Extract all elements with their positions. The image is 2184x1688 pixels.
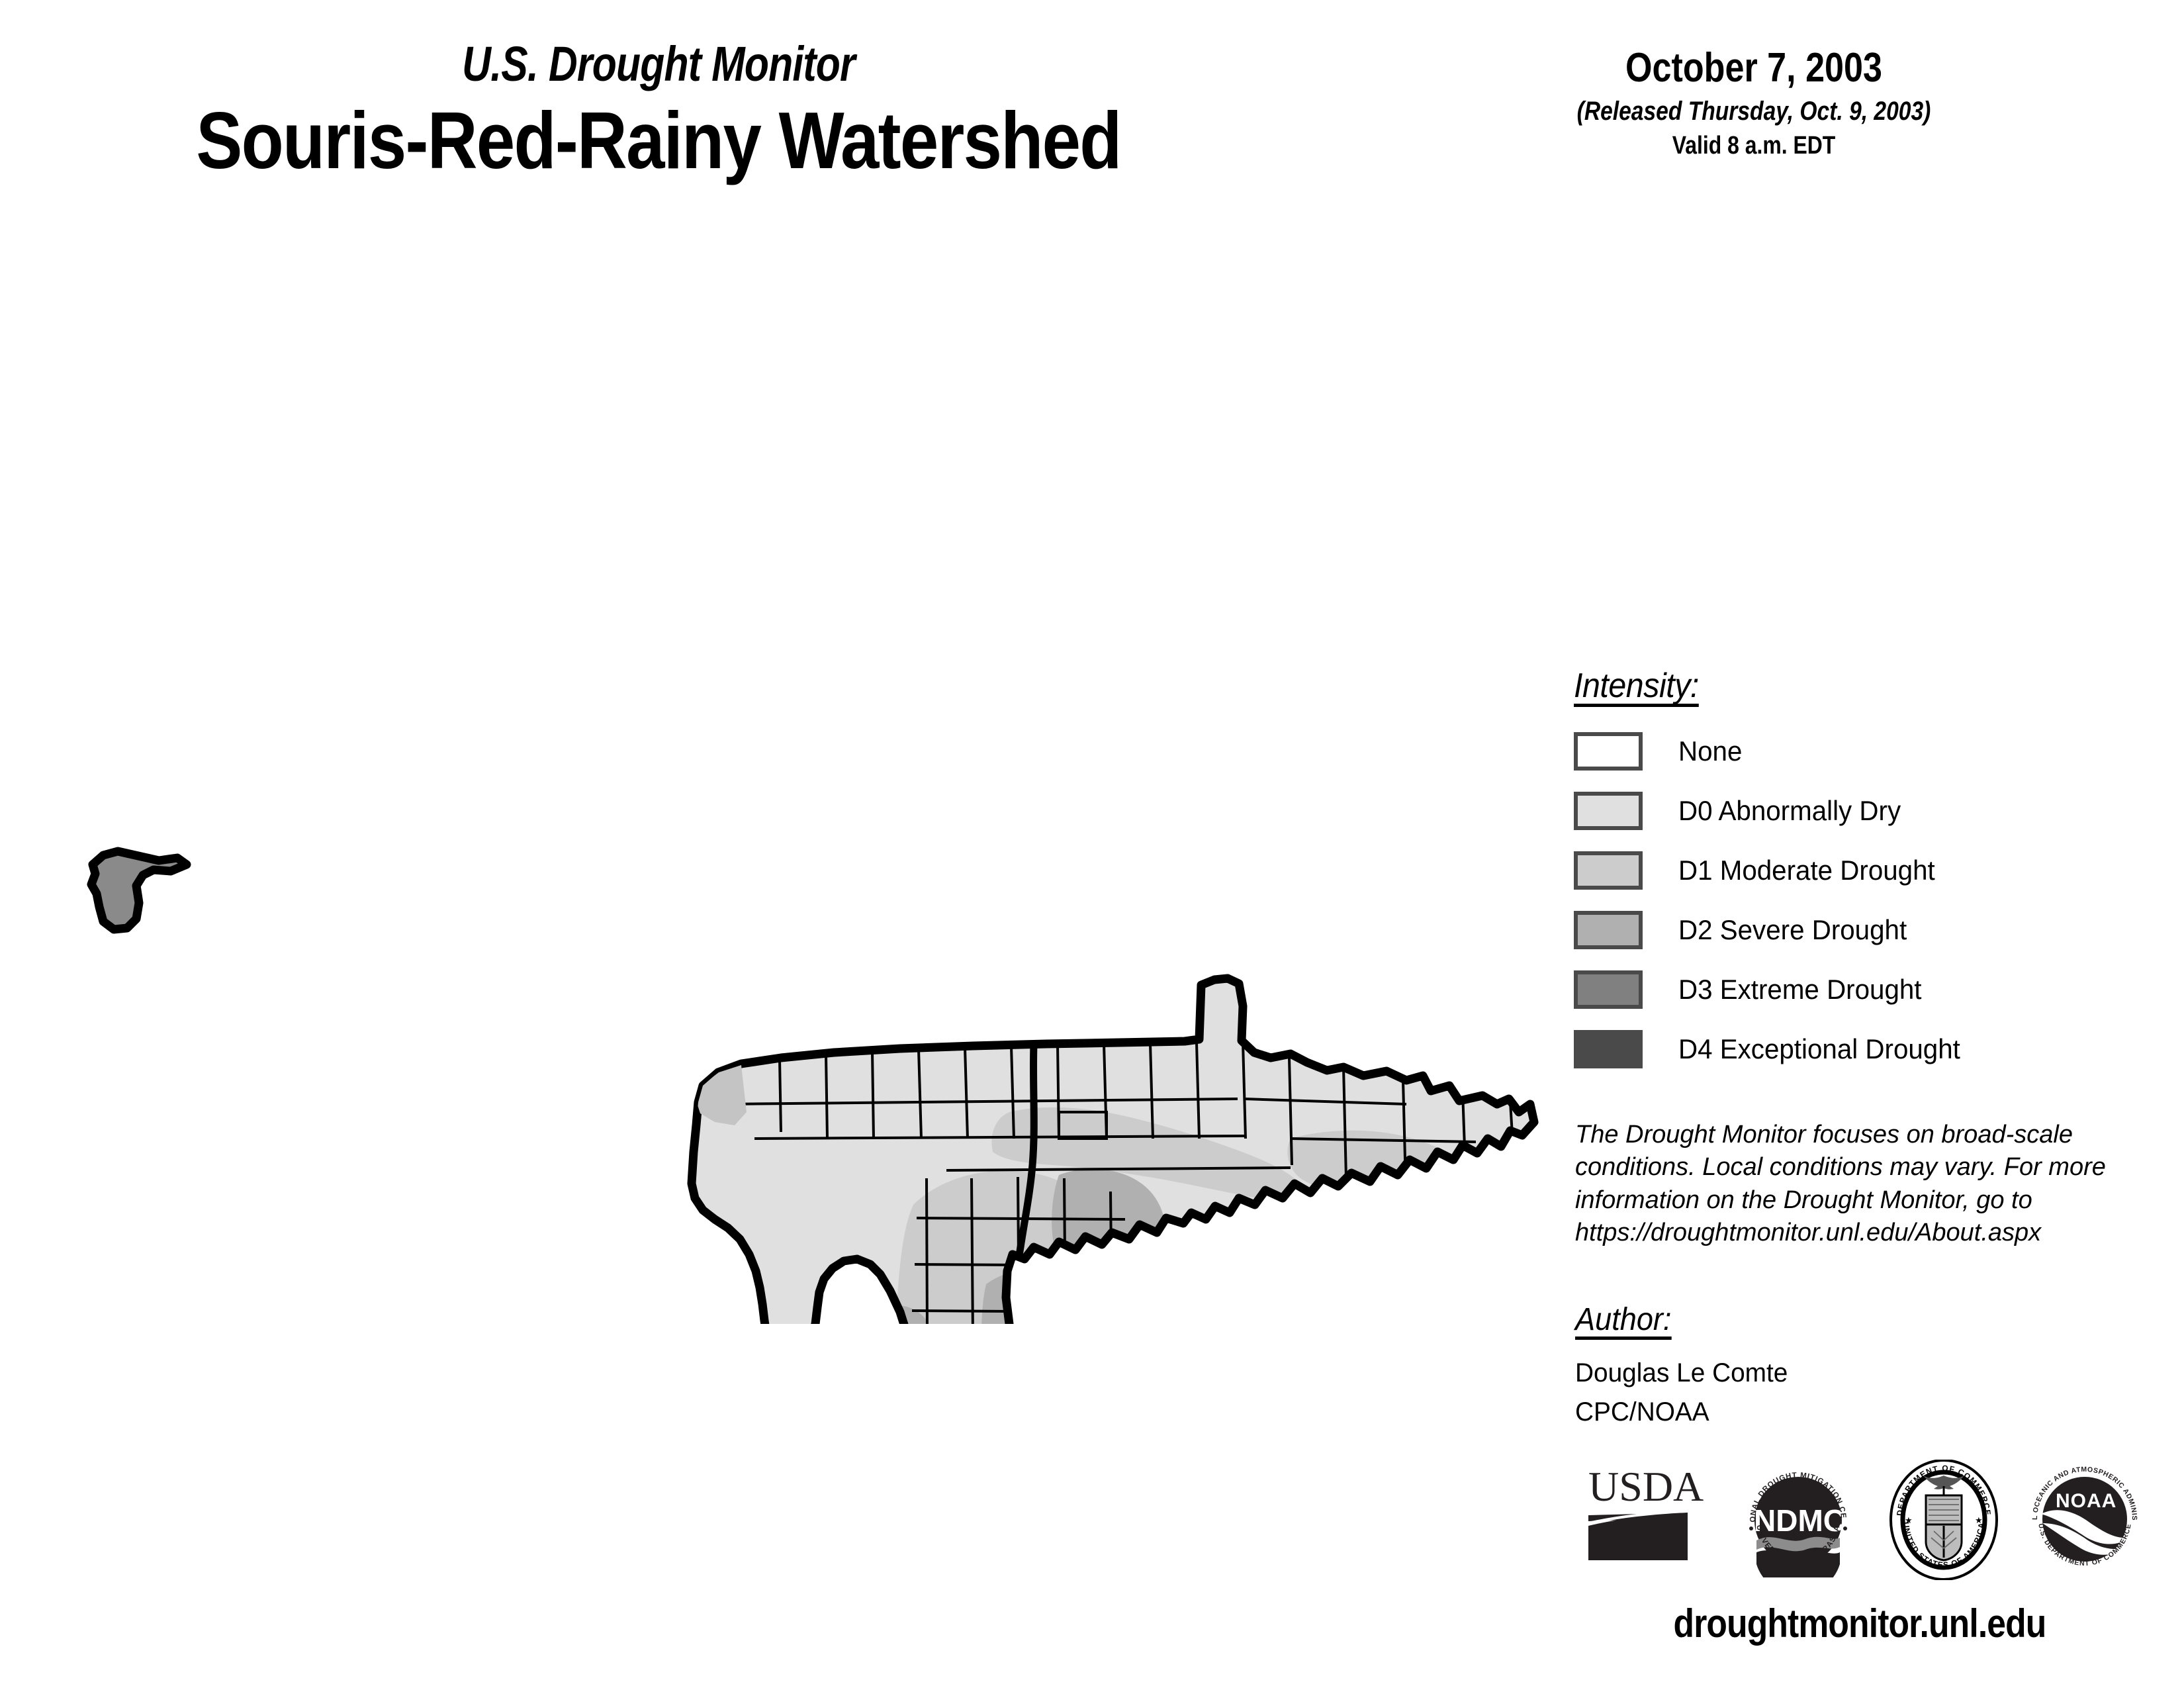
svg-text:★: ★ xyxy=(1905,1515,1913,1525)
usda-logo: USDA xyxy=(1588,1460,1714,1575)
svg-text:★: ★ xyxy=(1975,1515,1983,1525)
legend-swatch-d1 xyxy=(1574,851,1643,890)
legend-item-d3[interactable]: D3 Extreme Drought xyxy=(1574,960,2143,1019)
legend-label-d2: D2 Severe Drought xyxy=(1678,914,1907,945)
legend-item-d4[interactable]: D4 Exceptional Drought xyxy=(1574,1019,2143,1079)
site-url[interactable]: droughtmonitor.unl.edu xyxy=(1673,1601,2047,1646)
author-affiliation: CPC/NOAA xyxy=(1575,1397,1709,1427)
legend-label-d0: D0 Abnormally Dry xyxy=(1678,795,1901,826)
legend-item-d1[interactable]: D1 Moderate Drought xyxy=(1574,841,2143,900)
date-block: October 7, 2003 (Released Thursday, Oct.… xyxy=(1463,46,2045,160)
legend-swatch-d3 xyxy=(1574,970,1643,1009)
legend: Intensity: None D0 Abnormally Dry D1 Mod… xyxy=(1574,669,2143,1079)
legend-label-d1: D1 Moderate Drought xyxy=(1678,855,1935,886)
title-block: U.S. Drought Monitor Souris-Red-Rainy Wa… xyxy=(0,40,1317,183)
detached-western-region xyxy=(87,847,191,934)
watershed-outline xyxy=(687,974,1539,1324)
page-subtitle: U.S. Drought Monitor xyxy=(462,36,855,91)
department-of-commerce-seal: DEPARTMENT OF COMMERCE UNITED STATES OF … xyxy=(1888,1459,2000,1581)
release-date: (Released Thursday, Oct. 9, 2003) xyxy=(1576,97,1931,126)
disclaimer-text: The Drought Monitor focuses on broad-sca… xyxy=(1575,1121,2106,1247)
map-date: October 7, 2003 xyxy=(1625,45,1882,91)
valid-time: Valid 8 a.m. EDT xyxy=(1672,132,1836,160)
legend-label-d3: D3 Extreme Drought xyxy=(1678,974,1922,1005)
svg-text:USDA: USDA xyxy=(1588,1463,1704,1510)
legend-swatch-none xyxy=(1574,732,1643,771)
legend-rows: None D0 Abnormally Dry D1 Moderate Droug… xyxy=(1574,722,2143,1079)
legend-heading: Intensity: xyxy=(1574,669,1699,707)
legend-swatch-d2 xyxy=(1574,911,1643,949)
legend-item-d2[interactable]: D2 Severe Drought xyxy=(1574,900,2143,960)
legend-swatch-d4 xyxy=(1574,1030,1643,1068)
author-block: Author: Douglas Le Comte CPC/NOAA xyxy=(1575,1304,2131,1429)
noaa-logo: NOAA NATIONAL OCEANIC AND ATMOSPHERIC AD… xyxy=(2023,1454,2144,1579)
watershed-map xyxy=(0,741,1542,1324)
legend-item-d0[interactable]: D0 Abnormally Dry xyxy=(1574,781,2143,841)
drought-region-d1-central xyxy=(991,1107,1296,1205)
svg-text:NDMC: NDMC xyxy=(1754,1503,1845,1538)
legend-item-none[interactable]: None xyxy=(1574,722,2143,781)
page-title: Souris-Red-Rainy Watershed xyxy=(196,95,1122,185)
author-name: Douglas Le Comte xyxy=(1575,1358,1788,1387)
ndmc-logo: NDMC NATIONAL DROUGHT MITIGATION CENTER … xyxy=(1736,1454,1857,1595)
author-heading: Author: xyxy=(1575,1304,1672,1340)
svg-text:NOAA: NOAA xyxy=(2056,1490,2116,1512)
legend-swatch-d0 xyxy=(1574,792,1643,830)
legend-label-none: None xyxy=(1678,735,1743,767)
logo-row: USDA NDMC NATIONAL DROUGHT MITIGATION CE… xyxy=(1588,1454,2138,1595)
legend-label-d4: D4 Exceptional Drought xyxy=(1678,1033,1960,1064)
